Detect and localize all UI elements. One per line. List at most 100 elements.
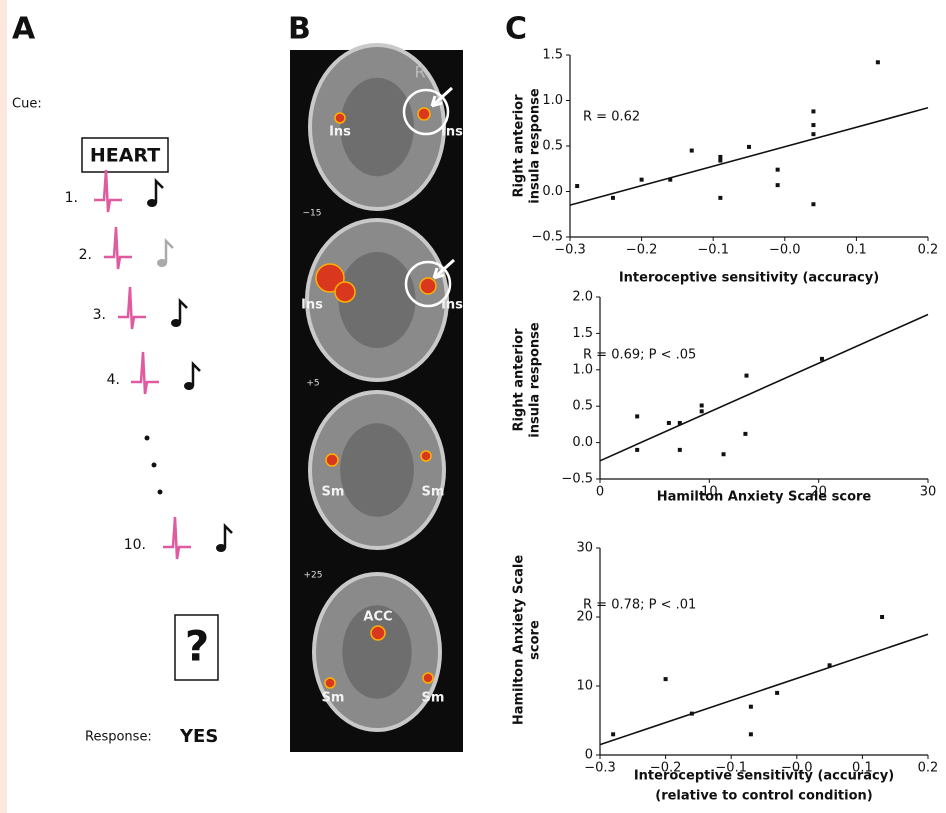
activation [335,282,355,302]
brain-label: Ins [301,298,323,313]
panel-label: B [288,12,311,47]
y-axis-label: score [528,620,543,660]
brain-label: Sm [322,691,345,706]
point [635,414,639,418]
annotation: R = 0.69; P < .05 [583,348,696,363]
brain-label: −15 [303,209,322,219]
y-tick-label: 0.5 [572,399,593,414]
brain-label: +25 [304,571,323,581]
point [828,663,832,667]
y-tick-label: 0.0 [572,435,593,450]
point [678,421,682,425]
point [718,155,722,159]
y-tick-label: 1.0 [542,93,563,108]
activation [423,673,433,683]
point [700,403,704,407]
annotation: R = 0.62 [583,110,640,125]
y-tick-label: 2.0 [572,290,593,305]
step-number: 2. [79,247,92,263]
point [749,705,753,709]
response-label: Response: [85,730,152,745]
x-tick-label: −0.3 [584,761,616,776]
y-tick-label: 30 [576,541,593,556]
point [776,183,780,187]
prompt: ? [185,622,209,671]
y-tick-label: 10 [576,679,593,694]
point [745,374,749,378]
point [611,196,615,200]
activation [418,108,430,120]
response: YES [179,726,218,747]
panel-label: A [12,12,36,47]
activation [420,278,436,294]
point [880,615,884,619]
annotation: R = 0.78; P < .01 [583,598,696,613]
brain-label: R [414,63,425,82]
margin-strip [0,0,7,813]
cue: HEART [90,145,160,167]
brain-inner [340,423,414,517]
y-axis-label: insula response [528,322,543,438]
x-tick-label: −0.0 [769,243,801,258]
point [718,159,722,163]
y-axis-label: Right anterior [512,328,527,432]
activation [325,678,335,688]
point [749,732,753,736]
y-axis-label: Hamilton Anxiety Scale [512,555,527,726]
activation [421,451,431,461]
brain-label: Sm [322,485,345,500]
point [811,202,815,206]
x-axis-label: Hamilton Anxiety Scale score [657,490,872,505]
point [678,448,682,452]
dot [158,490,163,495]
step-number: 3. [93,307,106,323]
dot [152,463,157,468]
point [811,109,815,113]
point [611,732,615,736]
activation [335,113,345,123]
dot [145,436,150,441]
y-tick-label: 1.5 [572,326,593,341]
activation [371,626,385,640]
point [667,421,671,425]
point [690,712,694,716]
y-tick-label: −0.5 [561,472,593,487]
x-tick-label: −0.2 [626,243,658,258]
background [0,0,946,813]
point [775,691,779,695]
y-tick-label: 1.5 [542,48,563,63]
cue-label: Cue: [12,97,42,112]
point [743,432,747,436]
x-tick-label: 0.2 [918,761,939,776]
point [811,132,815,136]
x-tick-label: −0.1 [697,243,729,258]
panel-label: C [505,12,527,47]
y-axis-label: Right anterior [512,94,527,198]
point [640,178,644,182]
point [668,178,672,182]
point [718,196,722,200]
brain-label: Sm [422,485,445,500]
step-number: 1. [65,190,78,206]
x-axis-label: Interoceptive sensitivity (accuracy) [634,769,894,784]
x-axis-label: Interoceptive sensitivity (accuracy) [619,271,879,286]
y-tick-label: 0.5 [542,139,563,154]
point [820,357,824,361]
x-axis-label: (relative to control condition) [655,789,872,804]
x-tick-label: −0.3 [554,243,586,258]
step-number: 4. [107,372,120,388]
x-tick-label: 0.1 [846,243,867,258]
y-tick-label: 0.0 [542,184,563,199]
figure: A B C Cue: HEART ? Response: YES RInsIns… [0,0,946,813]
point [776,168,780,172]
point [811,123,815,127]
point [876,60,880,64]
x-tick-label: 30 [920,485,937,500]
point [722,452,726,456]
brain-inner [340,78,414,176]
point [747,145,751,149]
y-axis-label: insula response [528,88,543,204]
x-tick-label: 0.2 [918,243,939,258]
point [664,677,668,681]
step-number: 10. [124,537,146,553]
